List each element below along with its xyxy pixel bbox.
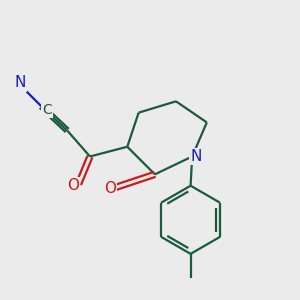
Text: N: N: [14, 75, 26, 90]
Text: N: N: [190, 149, 202, 164]
Text: O: O: [104, 182, 116, 196]
Text: O: O: [67, 178, 79, 193]
Text: C: C: [42, 103, 52, 117]
